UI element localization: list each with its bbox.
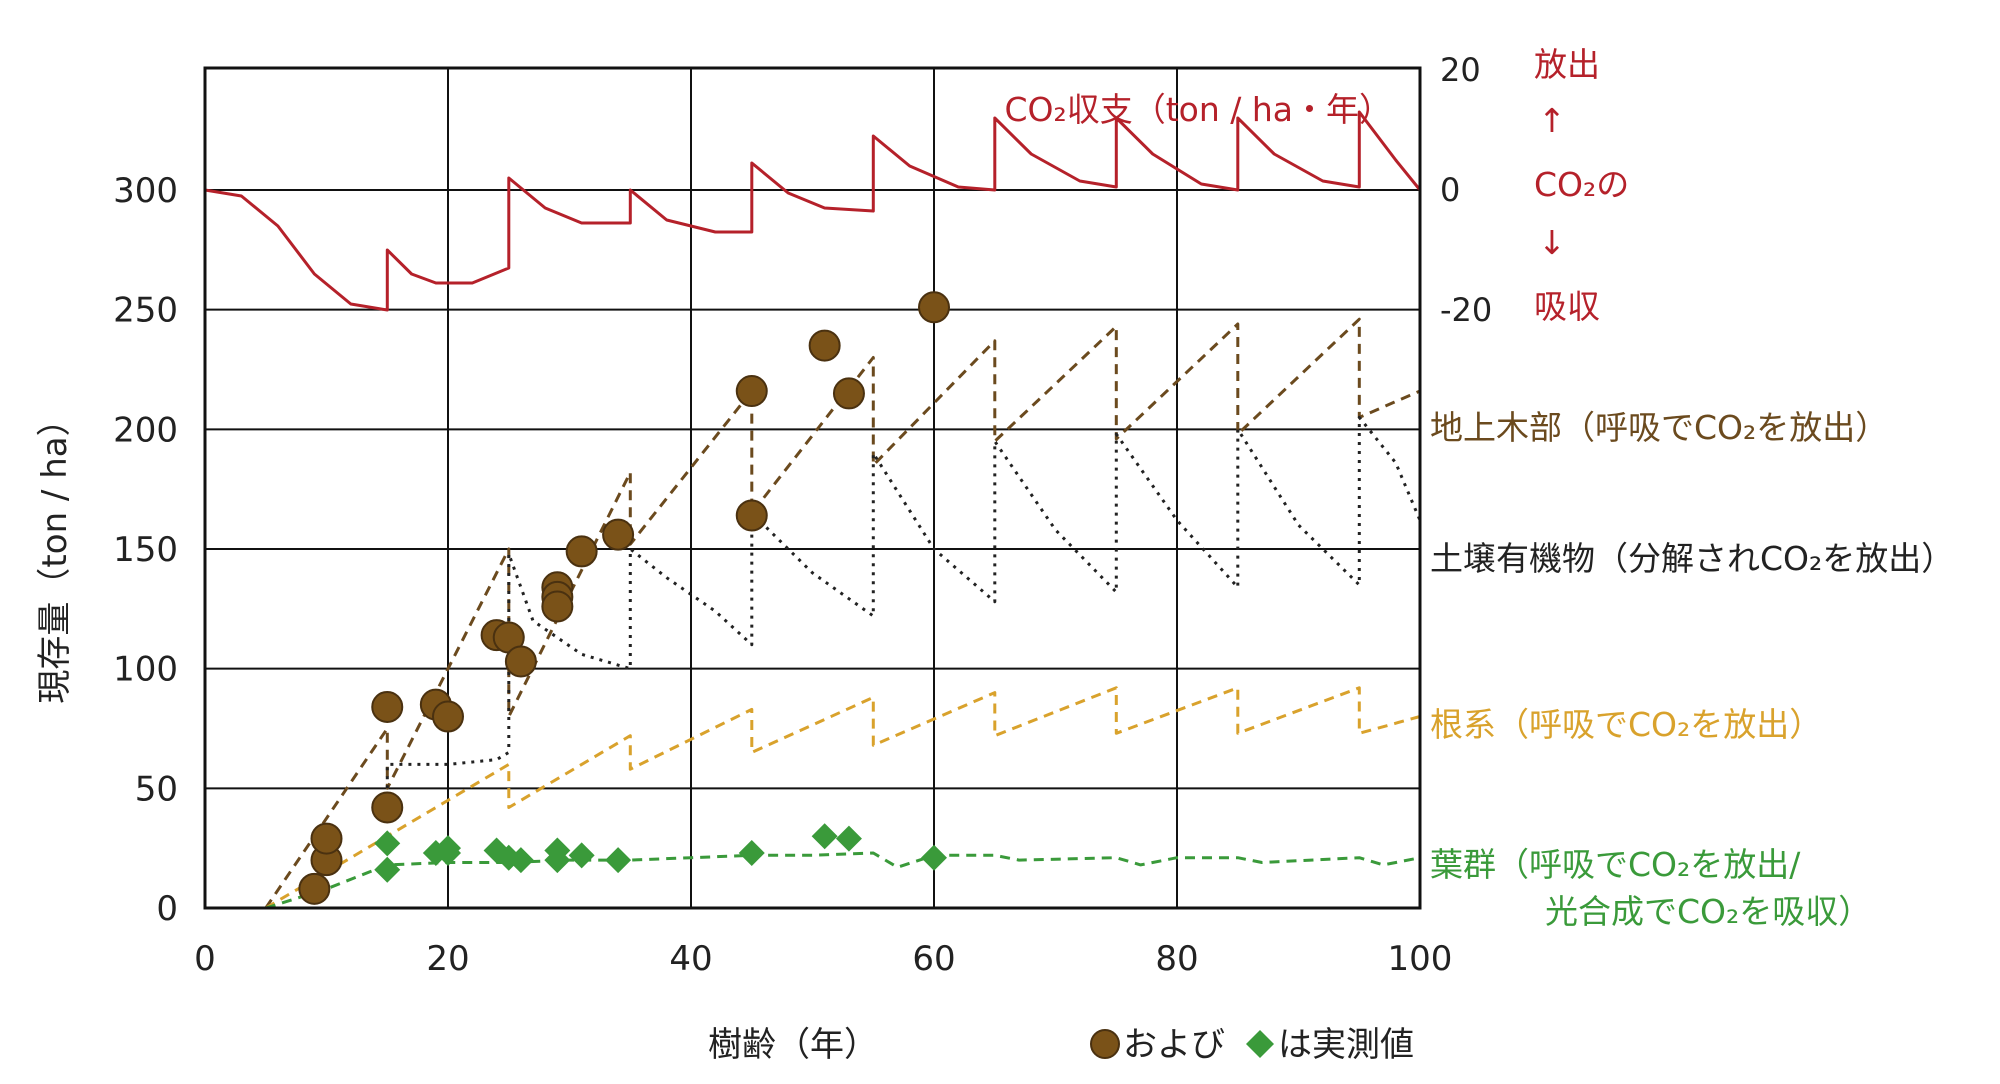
co2-balance-line	[204, 110, 1422, 312]
label-root: 根系（呼吸でCO₂を放出）	[1430, 705, 1822, 744]
label-soil-organic: 土壌有機物（分解されCO₂を放出）	[1430, 539, 1954, 578]
observed-point-green	[568, 842, 595, 869]
observed-point-brown	[371, 791, 404, 824]
observed-point-brown	[310, 822, 343, 855]
x-tick-20: 20	[426, 939, 469, 979]
grid	[204, 68, 1421, 909]
right-tick-labels: 20 0 -20	[1440, 51, 1492, 329]
label-leaf-line2: 光合成でCO₂を吸収）	[1545, 892, 1871, 931]
plot-frame	[203, 66, 1422, 910]
observed-markers	[298, 291, 950, 905]
observed-point-brown	[371, 690, 404, 723]
x-tick-60: 60	[912, 939, 955, 979]
legend-brown-marker	[1090, 1029, 1120, 1059]
y-tick-200: 200	[113, 410, 178, 450]
series-lines	[204, 110, 1422, 910]
y-tick-50: 50	[135, 769, 178, 809]
y-axis-title: 現存量（ton / ha）	[35, 402, 75, 703]
arrow-up-icon: ↑	[1538, 101, 1566, 140]
observed-point-green	[738, 839, 765, 866]
observed-point-brown	[541, 590, 574, 623]
y-tick-300: 300	[113, 171, 178, 211]
x-tick-100: 100	[1388, 939, 1453, 979]
annotation-co2: CO₂の	[1534, 165, 1629, 204]
observed-point-brown	[565, 535, 598, 568]
label-above-ground: 地上木部（呼吸でCO₂を放出）	[1430, 408, 1888, 447]
root-line	[265, 686, 1421, 910]
x-tick-40: 40	[669, 939, 712, 979]
legend-green-marker	[1246, 1030, 1274, 1058]
x-axis-title: 樹齢（年）	[708, 1025, 878, 1065]
annotation-absorb: 吸収	[1534, 287, 1600, 326]
y-tick-0: 0	[156, 889, 178, 929]
y-tick-250: 250	[113, 291, 178, 331]
observed-point-brown	[735, 375, 768, 408]
right-tick-20: 20	[1440, 51, 1481, 89]
observed-point-green	[374, 830, 401, 857]
observed-point-green	[811, 823, 838, 850]
observed-point-green	[435, 839, 461, 866]
observed-point-green	[605, 847, 632, 874]
observed-point-brown	[918, 291, 950, 324]
annotation-release: 放出	[1534, 45, 1600, 84]
observed-point-green	[544, 837, 571, 864]
y-tick-100: 100	[113, 650, 178, 690]
legend-note-text1: および	[1123, 1025, 1225, 1065]
x-tick-80: 80	[1155, 939, 1198, 979]
y-tick-labels: 0 50 100 150 200 250 300	[113, 171, 178, 929]
label-leaf-line1: 葉群（呼吸でCO₂を放出/	[1430, 845, 1801, 884]
x-tick-0: 0	[194, 939, 216, 979]
observed-point-brown	[504, 645, 537, 678]
right-tick--20: -20	[1440, 291, 1492, 329]
observed-point-green	[507, 847, 534, 874]
arrow-down-icon: ↓	[1538, 223, 1566, 262]
observed-point-brown	[735, 499, 768, 532]
right-axis-title: CO₂収支（ton / ha・年）	[1004, 90, 1392, 129]
observed-point-green	[835, 825, 862, 852]
right-tick-0: 0	[1440, 171, 1460, 209]
observed-point-brown	[298, 872, 331, 905]
legend-note-text2: は実測値	[1278, 1025, 1414, 1065]
observed-point-brown	[808, 329, 841, 362]
observed-point-brown	[432, 700, 464, 733]
observed-point-brown	[602, 518, 635, 551]
observed-point-brown	[832, 377, 865, 410]
y-tick-150: 150	[113, 530, 178, 570]
leaf-line	[265, 851, 1421, 910]
observed-point-green	[921, 844, 947, 871]
observed-point-green	[374, 856, 401, 883]
x-tick-labels: 0 20 40 60 80 100	[194, 939, 1452, 979]
